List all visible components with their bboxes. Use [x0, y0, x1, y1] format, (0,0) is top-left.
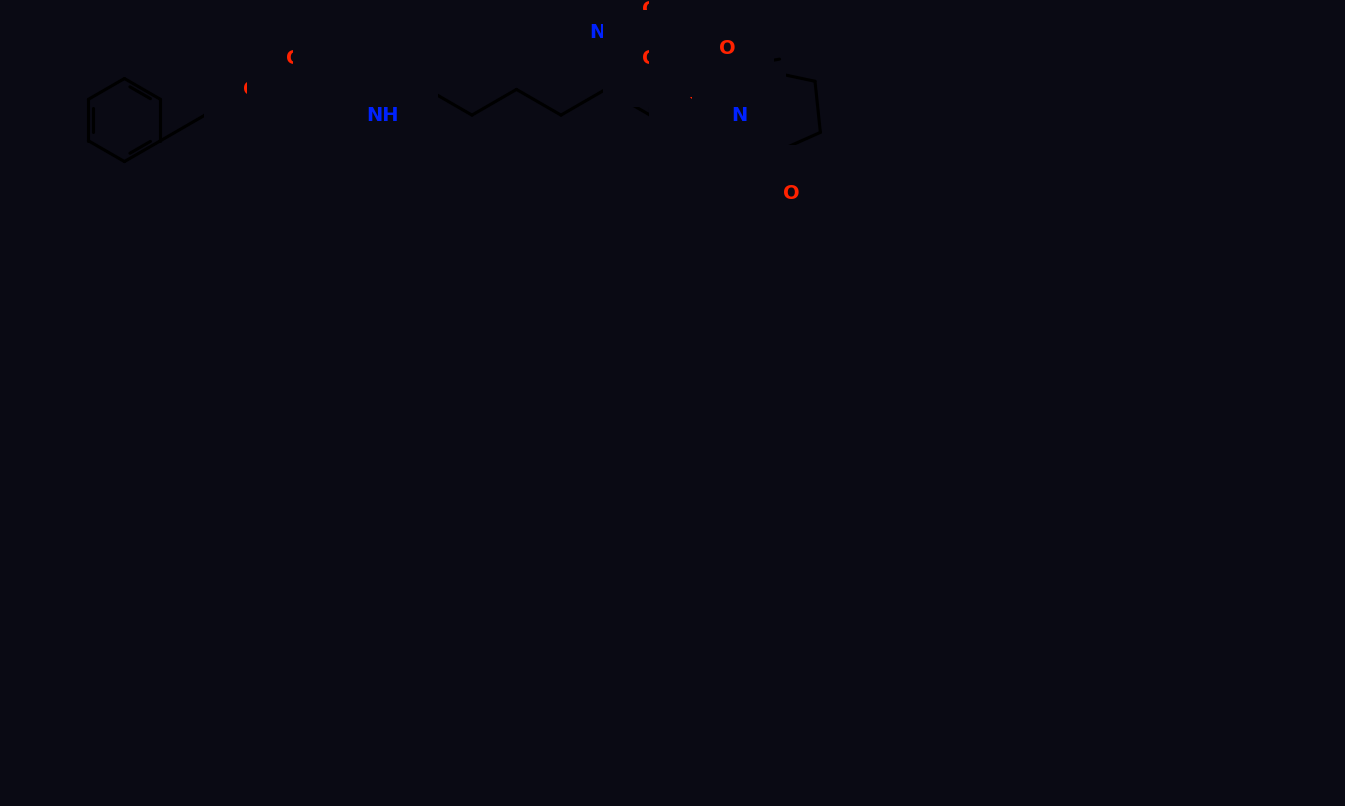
Text: O: O	[642, 0, 658, 19]
Text: O: O	[285, 49, 303, 68]
Text: O: O	[783, 184, 799, 203]
Text: O: O	[243, 80, 260, 99]
Text: O: O	[332, 85, 348, 104]
Text: O: O	[689, 85, 705, 104]
Text: O: O	[642, 49, 658, 68]
Text: O: O	[718, 39, 736, 58]
Text: O: O	[689, 36, 705, 55]
Text: N: N	[730, 106, 748, 125]
Text: NH: NH	[367, 106, 399, 125]
Text: NH: NH	[589, 23, 621, 42]
